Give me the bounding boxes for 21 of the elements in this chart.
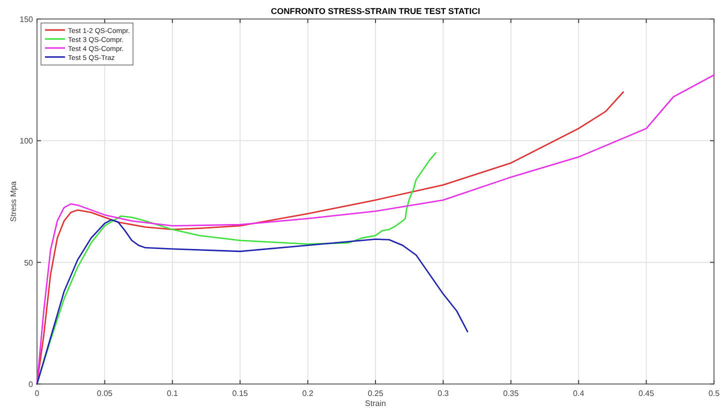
x-tick-label: 0.1	[166, 389, 179, 398]
y-tick-label: 50	[24, 258, 34, 268]
line-series	[36, 74, 715, 385]
line-series	[36, 219, 468, 385]
x-tick-label: 0.4	[573, 389, 585, 398]
x-tick-label: 0.5	[708, 389, 720, 398]
y-tick-label: 100	[20, 136, 34, 146]
x-tick-label: 0.05	[96, 389, 114, 398]
x-axis-title: Strain	[365, 399, 386, 408]
chart-title: CONFRONTO STRESS-STRAIN TRUE TEST STATICI	[270, 6, 480, 16]
x-tick-label: 0.15	[232, 389, 248, 398]
y-axis-title: Stress Mpa	[9, 180, 18, 222]
x-tick-label: 0.45	[638, 389, 655, 398]
x-tick-label: 0	[34, 389, 40, 398]
x-tick-label: 0.35	[503, 389, 520, 398]
line-series	[36, 152, 436, 385]
x-tick-label: 0.25	[368, 389, 384, 398]
y-tick-label: 150	[20, 15, 34, 24]
y-tick-label: 0	[28, 380, 34, 389]
x-tick-label: 0.2	[302, 389, 314, 398]
x-tick-label: 0.3	[438, 389, 450, 398]
